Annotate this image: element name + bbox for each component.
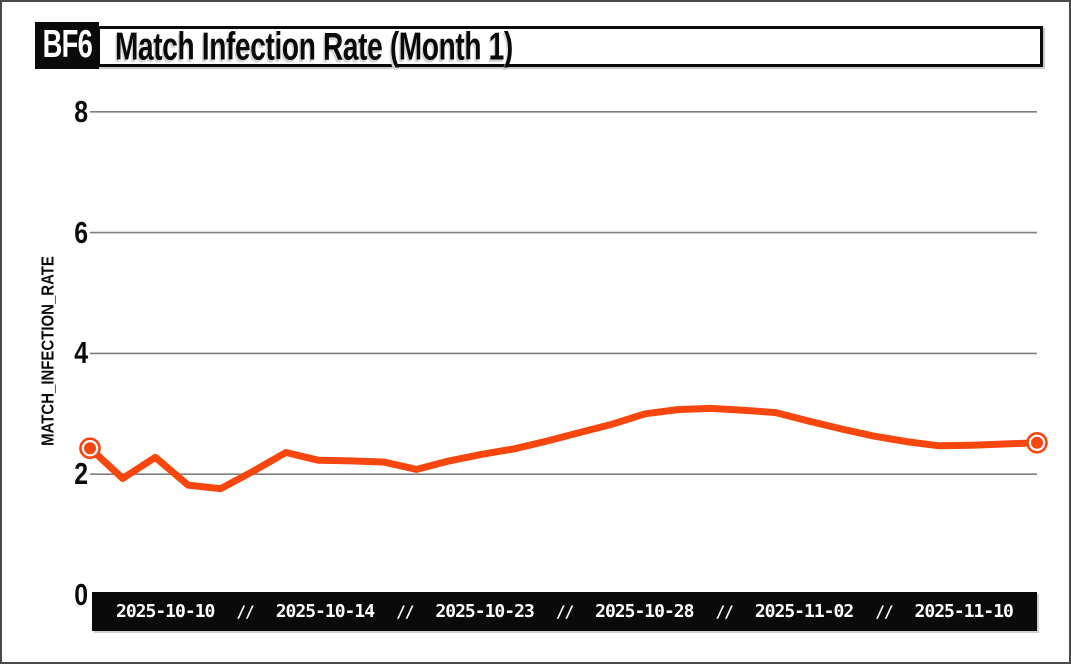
y-tick-label: 0 [74, 577, 88, 612]
x-tick-separator: // [875, 602, 893, 621]
x-tick-label: 2025-11-10 [914, 601, 1014, 622]
y-tick-label: 6 [74, 215, 88, 250]
x-tick-label: 2025-10-14 [275, 601, 375, 622]
x-tick-label: 2025-10-28 [595, 601, 694, 622]
y-tick-label: 8 [74, 94, 88, 129]
bf6-badge: BF6 [35, 22, 99, 69]
x-tick-separator: // [236, 602, 254, 621]
x-axis-bar: 2025-10-10 // 2025-10-14 // 2025-10-23 // 2025… [92, 592, 1037, 631]
x-tick-separator: // [396, 602, 414, 621]
y-tick-label: 4 [74, 335, 88, 370]
x-tick-label: 2025-10-10 [116, 601, 215, 622]
y-tick-label: 2 [74, 456, 88, 491]
x-tick-label: 2025-11-02 [754, 601, 854, 622]
x-tick-label: 2025-10-23 [435, 601, 534, 622]
endpoint-marker-dot [1031, 436, 1043, 449]
infection-rate-line [86, 404, 1041, 493]
endpoint-marker-dot [84, 442, 96, 455]
badge-label: BF6 [42, 23, 92, 67]
page-title: Match Infection Rate (Month 1) [115, 24, 513, 68]
x-tick-separator: // [715, 602, 734, 621]
y-axis-label: MATCH_INFECTION_RATE [37, 256, 58, 446]
title-bar: Match Infection Rate (Month 1) [97, 24, 1043, 68]
x-tick-separator: // [555, 602, 574, 621]
